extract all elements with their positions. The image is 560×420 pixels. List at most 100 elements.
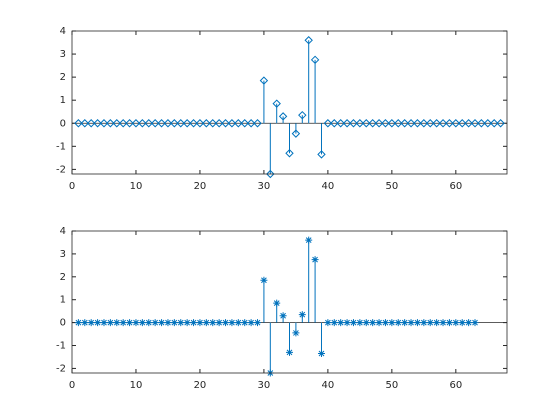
stem: [170, 319, 178, 327]
marker: [285, 149, 294, 158]
marker: [144, 119, 153, 128]
marker: [311, 256, 319, 264]
stem: [426, 119, 435, 128]
marker: [253, 119, 262, 128]
marker: [355, 119, 365, 128]
marker: [317, 350, 325, 358]
marker: [483, 119, 493, 128]
marker: [247, 319, 255, 327]
marker: [266, 169, 275, 179]
marker: [80, 119, 90, 128]
marker: [81, 319, 89, 327]
stem: [93, 119, 102, 128]
marker: [86, 119, 96, 128]
marker: [273, 299, 281, 307]
stem: [413, 119, 422, 128]
marker: [170, 119, 179, 128]
stem: [356, 319, 364, 327]
x-tick-label: 0: [69, 181, 75, 192]
stem: [94, 319, 102, 327]
marker: [228, 319, 236, 327]
marker: [387, 119, 397, 128]
stem: [317, 123, 326, 159]
stem: [260, 276, 268, 323]
stem: [150, 119, 160, 128]
marker: [170, 319, 178, 327]
marker: [222, 319, 230, 327]
y-tick-label: 2: [60, 272, 66, 283]
y-tick-label: -2: [56, 164, 66, 175]
marker: [196, 319, 204, 327]
stem: [285, 123, 294, 158]
marker: [337, 319, 345, 327]
marker: [208, 119, 217, 128]
stem: [100, 319, 108, 327]
stem: [177, 319, 185, 327]
marker: [369, 319, 377, 327]
marker: [464, 119, 473, 128]
marker: [298, 311, 306, 319]
marker: [157, 119, 166, 128]
marker: [132, 319, 140, 327]
y-tick-label: 0: [60, 118, 66, 129]
stem: [439, 319, 447, 327]
stem: [471, 319, 479, 327]
y-tick-label: -1: [56, 141, 66, 152]
stem: [451, 119, 461, 128]
x-tick-label: 40: [322, 380, 335, 391]
stem: [401, 319, 409, 327]
stem: [80, 119, 90, 128]
marker: [394, 119, 403, 128]
marker: [150, 119, 160, 128]
stem: [426, 319, 434, 327]
stem: [279, 312, 287, 323]
stem: [381, 319, 389, 327]
stem: [394, 319, 402, 327]
marker: [177, 319, 185, 327]
stem: [125, 119, 134, 128]
y-tick-label: 3: [60, 249, 66, 260]
x-tick-label: 40: [322, 181, 335, 192]
stem: [337, 319, 345, 327]
stem: [74, 119, 83, 128]
stem: [349, 319, 357, 327]
stem: [286, 322, 293, 356]
stem: [292, 322, 300, 337]
stem: [132, 319, 140, 327]
stem: [298, 311, 306, 323]
marker: [477, 119, 486, 128]
marker: [99, 119, 109, 128]
stem: [182, 119, 192, 128]
stem: [196, 319, 204, 327]
stem: [477, 119, 486, 128]
marker: [330, 319, 338, 327]
marker: [259, 76, 269, 85]
marker: [145, 319, 153, 327]
stem: [330, 319, 338, 327]
marker: [106, 119, 115, 128]
stem: [368, 119, 377, 128]
stem: [489, 119, 499, 128]
marker: [190, 319, 198, 327]
stem: [298, 110, 307, 124]
stem: [470, 119, 480, 128]
marker: [112, 119, 121, 128]
marker: [240, 119, 249, 128]
marker: [375, 319, 383, 327]
x-tick-label: 60: [449, 181, 462, 192]
x-tick-label: 0: [69, 380, 75, 391]
stem: [419, 119, 429, 128]
marker: [394, 319, 402, 327]
stem: [151, 319, 159, 327]
marker: [362, 119, 371, 128]
stem: [336, 119, 345, 128]
stem: [208, 119, 217, 128]
x-tick-label: 10: [130, 380, 143, 391]
stem: [241, 319, 249, 327]
marker: [452, 319, 460, 327]
marker: [433, 319, 441, 327]
marker: [356, 319, 364, 327]
stem: [413, 319, 421, 327]
